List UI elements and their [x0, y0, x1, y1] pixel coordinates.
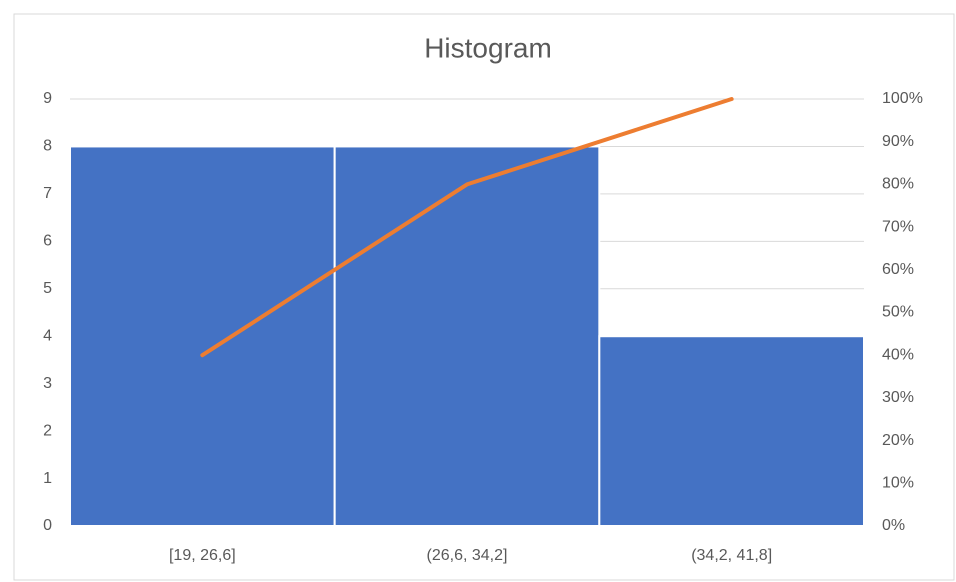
y2-tick-label: 100%	[882, 90, 923, 107]
y2-tick-label: 10%	[882, 475, 914, 492]
y2-tick-label: 40%	[882, 346, 914, 363]
bar	[69, 145, 336, 527]
y2-tick-label: 70%	[882, 218, 914, 235]
y2-tick-label: 80%	[882, 176, 914, 193]
bar	[598, 335, 865, 527]
y-tick-label: 5	[43, 280, 52, 297]
y2-tick-label: 50%	[882, 304, 914, 321]
y2-tick-label: 20%	[882, 432, 914, 449]
x-tick-label: [19, 26,6]	[169, 547, 236, 564]
y-tick-label: 7	[43, 185, 52, 202]
bar	[333, 145, 601, 527]
y2-tick-label: 90%	[882, 133, 914, 150]
y-tick-label: 8	[43, 138, 52, 155]
line	[200, 97, 734, 358]
chart-title: Histogram	[424, 32, 552, 63]
y-tick-label: 3	[43, 375, 52, 392]
y-tick-label: 0	[43, 517, 52, 534]
y-tick-label: 2	[43, 422, 52, 439]
y-tick-label: 4	[43, 327, 52, 344]
y2-tick-label: 60%	[882, 261, 914, 278]
y2-tick-label: 0%	[882, 517, 905, 534]
y-tick-label: 1	[43, 470, 52, 487]
y2-tick-label: 30%	[882, 389, 914, 406]
x-tick-label: (34,2, 41,8]	[691, 547, 772, 564]
y-tick-label: 6	[43, 233, 52, 250]
y-tick-label: 9	[43, 90, 52, 107]
x-tick-label: (26,6, 34,2]	[427, 547, 508, 564]
